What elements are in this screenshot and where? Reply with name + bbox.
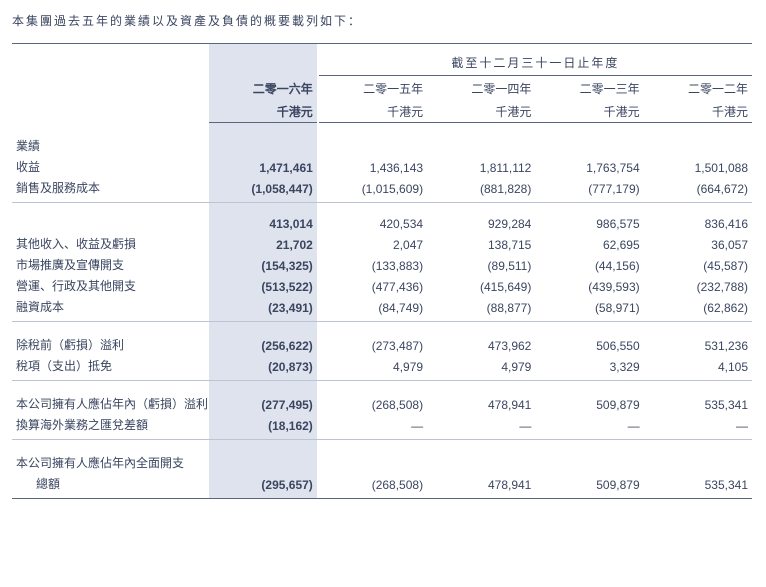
row-pbt-label: 除稅前（虧損）溢利 [12,321,209,355]
cell-gross-2012: 836,416 [644,202,752,233]
cell-cost-2012: (664,672) [644,177,752,203]
col-year-2012: 二零一二年 [644,76,752,100]
cell-op-2015: (477,436) [319,275,427,296]
col-year-2016: 二零一六年 [209,76,317,100]
cell-po-2016: (277,495) [209,380,317,414]
row-other-income-label: 其他收入、收益及虧損 [12,233,209,254]
cell-oi-2016: 21,702 [209,233,317,254]
cell-fin-2014: (88,877) [427,296,535,322]
cell-oi-2013: 62,695 [535,233,643,254]
cell-mk-2015: (133,883) [319,254,427,275]
row-cost-sales-label: 銷售及服務成本 [12,177,209,203]
cell-cost-2015: (1,015,609) [319,177,427,203]
cell-op-2012: (232,788) [644,275,752,296]
cell-pbt-2016: (256,622) [209,321,317,355]
row-total-comp-title: 本公司擁有人應佔年內全面開支 [12,439,209,473]
cell-oi-2012: 36,057 [644,233,752,254]
row-fx-label: 換算海外業務之匯兌差額 [12,414,209,440]
row-gross-label [12,202,209,233]
cell-oi-2014: 138,715 [427,233,535,254]
cell-po-2015: (268,508) [319,380,427,414]
unit-2015: 千港元 [319,99,427,123]
col-year-2014: 二零一四年 [427,76,535,100]
cell-tax-2014: 4,979 [427,355,535,381]
cell-po-2013: 509,879 [535,380,643,414]
period-header: 截至十二月三十一日止年度 [319,44,752,76]
unit-2014: 千港元 [427,99,535,123]
cell-fx-2012: — [644,414,752,440]
intro-text: 本集團過去五年的業績以及資產及負債的概要載列如下： [12,12,754,29]
cell-fin-2016: (23,491) [209,296,317,322]
row-finance-label: 融資成本 [12,296,209,322]
cell-gross-2013: 986,575 [535,202,643,233]
cell-cost-2013: (777,179) [535,177,643,203]
cell-tc-2014: 478,941 [427,473,535,499]
cell-mk-2016: (154,325) [209,254,317,275]
cell-gross-2014: 929,284 [427,202,535,233]
cell-tc-2013: 509,879 [535,473,643,499]
cell-tc-2012: 535,341 [644,473,752,499]
cell-fin-2013: (58,971) [535,296,643,322]
cell-mk-2012: (45,587) [644,254,752,275]
row-tax-label: 稅項（支出）抵免 [12,355,209,381]
cell-po-2012: 535,341 [644,380,752,414]
row-operating-label: 營運、行政及其他開支 [12,275,209,296]
unit-2016: 千港元 [209,99,317,123]
row-profit-owners-label: 本公司擁有人應佔年內（虧損）溢利 [12,380,209,414]
cell-cost-2016: (1,058,447) [209,177,317,203]
cell-fx-2014: — [427,414,535,440]
results-section-title: 業績 [12,123,209,156]
cell-pbt-2014: 473,962 [427,321,535,355]
row-total-comp-sub: 總額 [12,473,209,499]
cell-tax-2012: 4,105 [644,355,752,381]
cell-fx-2013: — [535,414,643,440]
row-revenue-label: 收益 [12,156,209,177]
unit-2012: 千港元 [644,99,752,123]
cell-op-2014: (415,649) [427,275,535,296]
cell-po-2014: 478,941 [427,380,535,414]
cell-pbt-2013: 506,550 [535,321,643,355]
cell-gross-2016: 413,014 [209,202,317,233]
cell-oi-2015: 2,047 [319,233,427,254]
cell-fx-2016: (18,162) [209,414,317,440]
cell-fin-2015: (84,749) [319,296,427,322]
cell-fin-2012: (62,862) [644,296,752,322]
cell-pbt-2015: (273,487) [319,321,427,355]
cell-tc-2016: (295,657) [209,473,317,499]
cell-fx-2015: — [319,414,427,440]
col-year-2015: 二零一五年 [319,76,427,100]
cell-tax-2013: 3,329 [535,355,643,381]
cell-gross-2015: 420,534 [319,202,427,233]
cell-tc-2015: (268,508) [319,473,427,499]
cell-revenue-2012: 1,501,088 [644,156,752,177]
cell-revenue-2014: 1,811,112 [427,156,535,177]
col-year-2013: 二零一三年 [535,76,643,100]
financial-summary-table: 截至十二月三十一日止年度 二零一六年 二零一五年 二零一四年 二零一三年 二零一… [12,43,752,499]
cell-cost-2014: (881,828) [427,177,535,203]
row-marketing-label: 市場推廣及宣傳開支 [12,254,209,275]
cell-pbt-2012: 531,236 [644,321,752,355]
cell-revenue-2013: 1,763,754 [535,156,643,177]
cell-tax-2016: (20,873) [209,355,317,381]
cell-mk-2014: (89,511) [427,254,535,275]
cell-revenue-2015: 1,436,143 [319,156,427,177]
cell-tax-2015: 4,979 [319,355,427,381]
cell-mk-2013: (44,156) [535,254,643,275]
cell-revenue-2016: 1,471,461 [209,156,317,177]
cell-op-2013: (439,593) [535,275,643,296]
unit-2013: 千港元 [535,99,643,123]
cell-op-2016: (513,522) [209,275,317,296]
